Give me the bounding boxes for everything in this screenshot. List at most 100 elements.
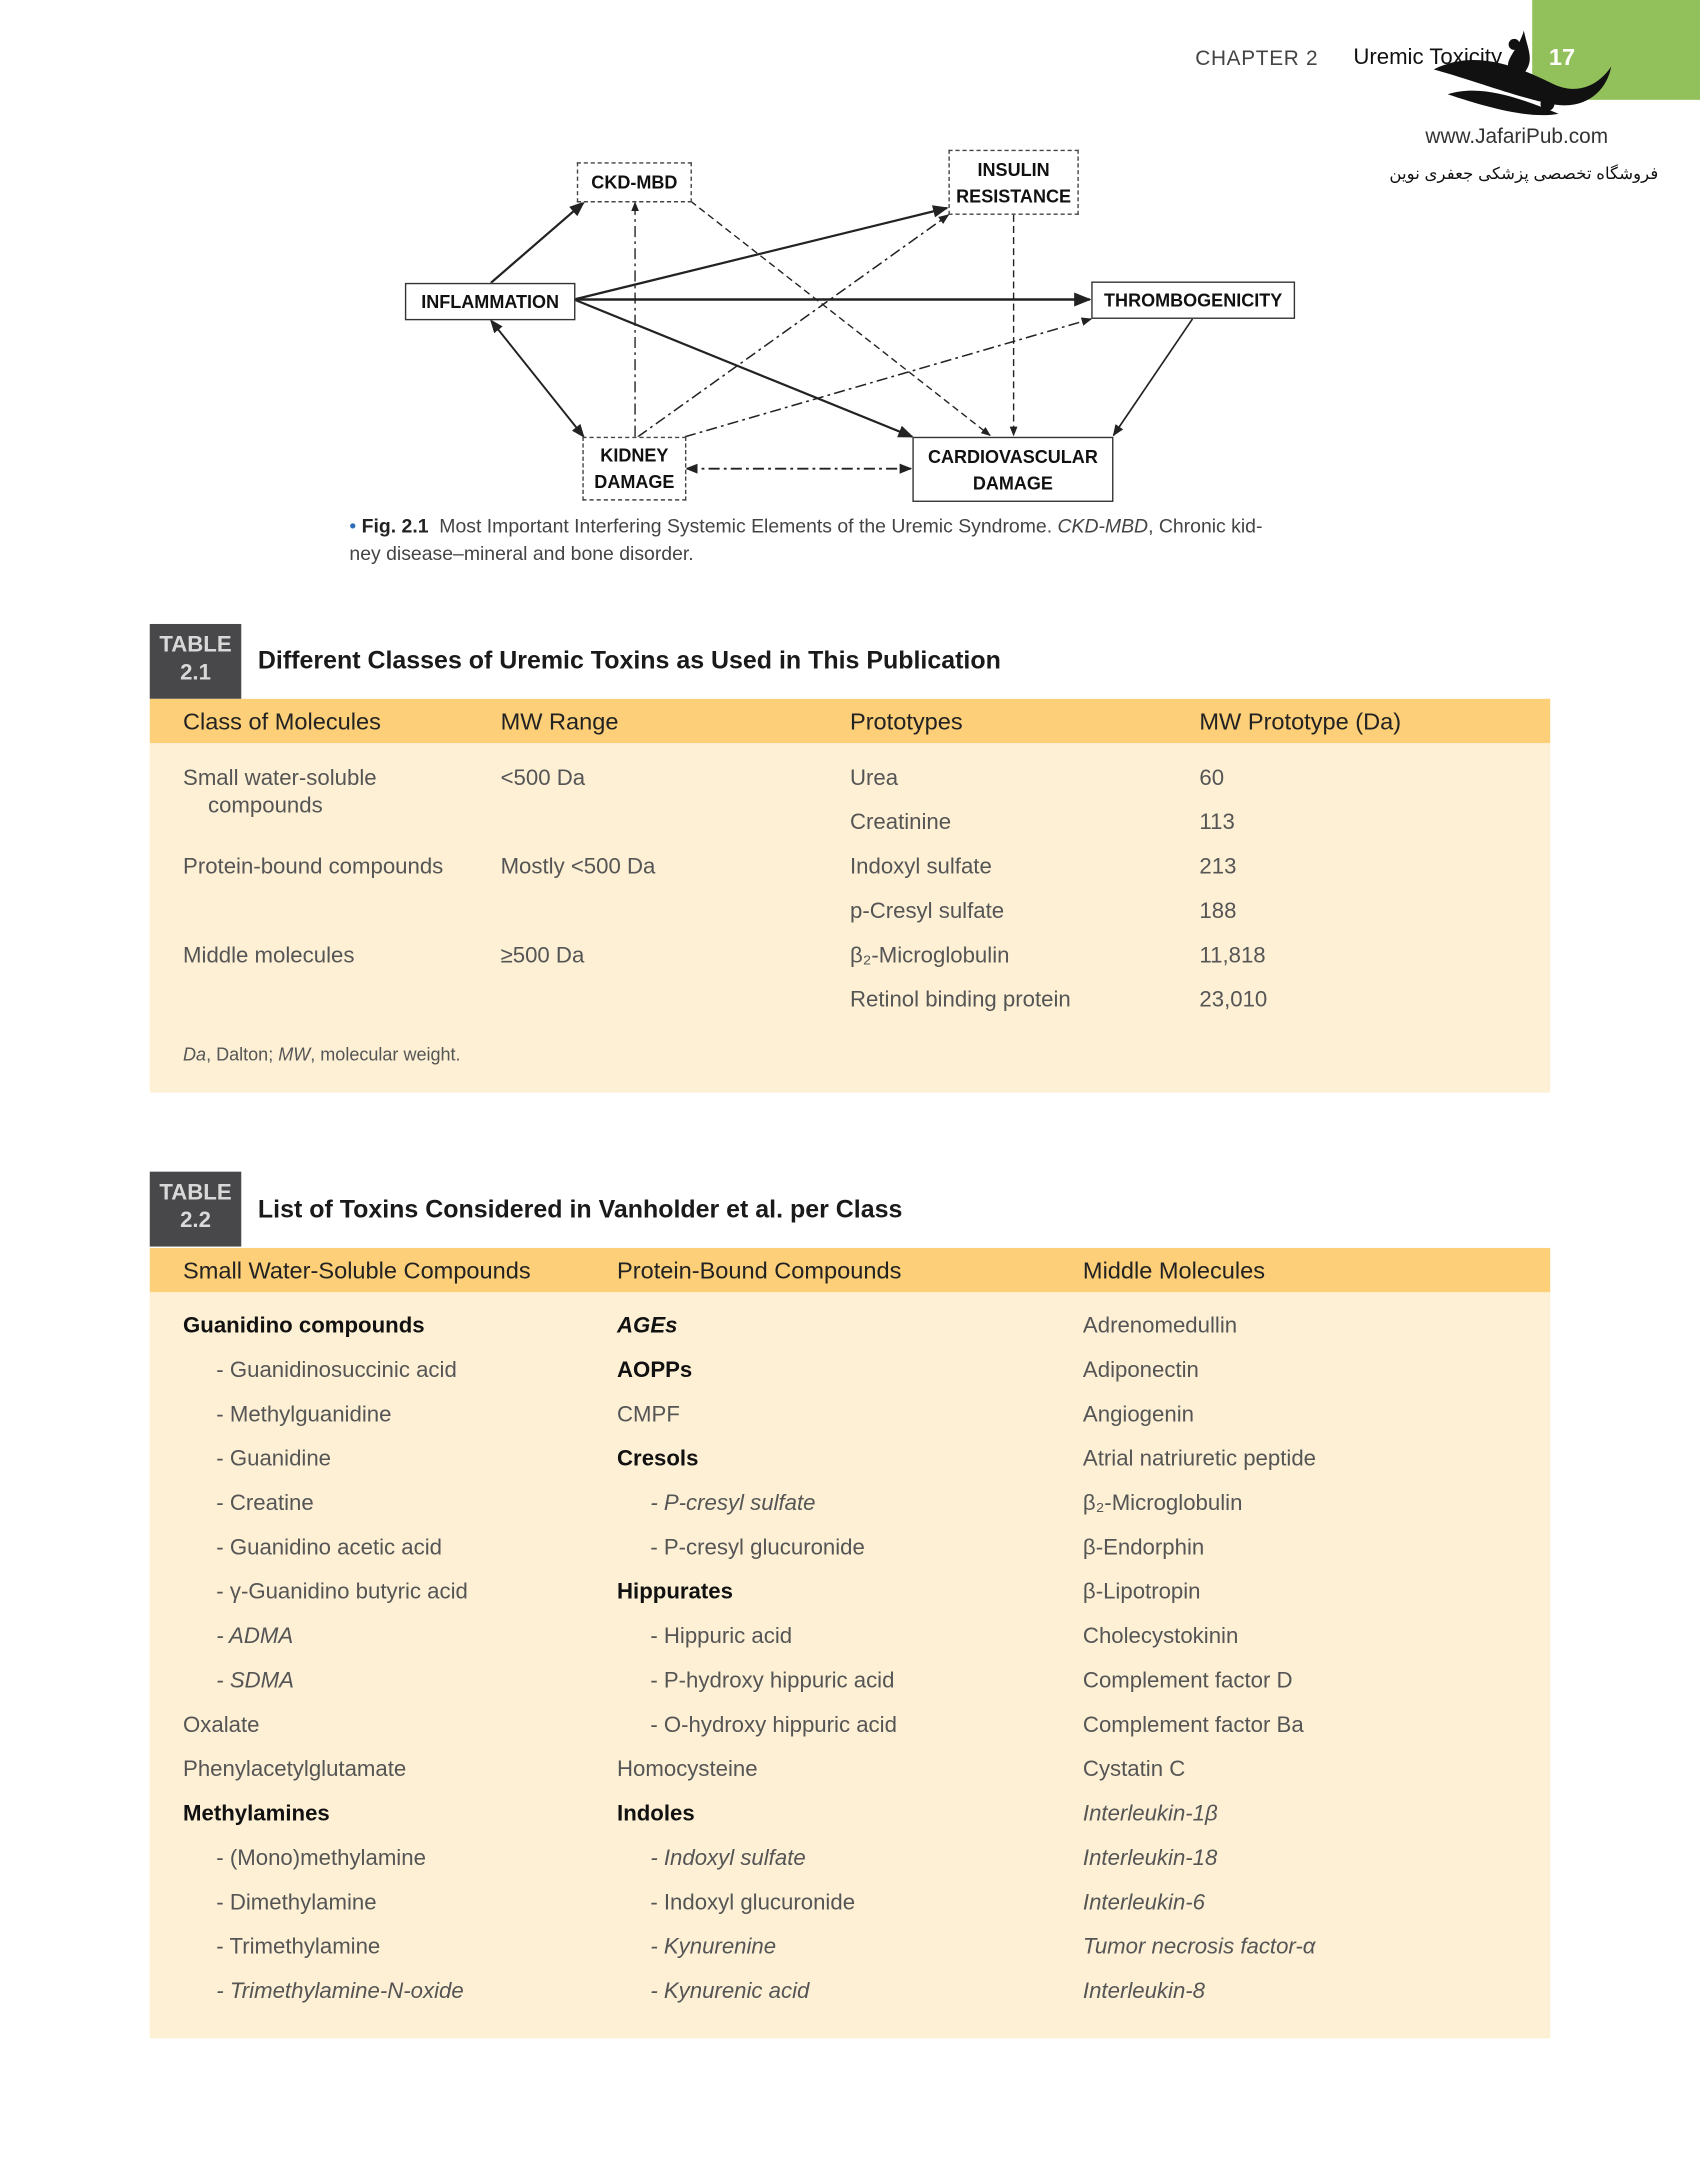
table-cell: Guanidino compounds — [183, 1314, 425, 1339]
node-label-line: CARDIOVASCULAR — [927, 445, 1098, 467]
table-cell: - Indoxyl glucuronide — [650, 1891, 856, 1915]
table-cell: β-Lipotropin — [1082, 1580, 1201, 1605]
table-title: Different Classes of Uremic Toxins as Us… — [257, 646, 1001, 674]
column-header: Protein-Bound Compounds — [617, 1257, 902, 1284]
table-cell: Cholecystokinin — [1082, 1625, 1239, 1649]
table-cell: - Trimethylamine — [216, 1935, 381, 1960]
edge-inflammation-insulin — [573, 205, 949, 301]
table-cell: - Guanidinosuccinic acid — [216, 1358, 457, 1383]
cell-mw-range: ≥500 Da — [500, 944, 585, 968]
node-label-line: INSULIN — [977, 158, 1050, 180]
table-cell: Homocysteine — [617, 1758, 758, 1782]
table-cell: - Guanidino acetic acid — [216, 1536, 443, 1560]
node-label: KIDNEY DAMAGE — [594, 442, 674, 495]
table-cell: - SDMA — [216, 1669, 294, 1694]
table-body: Guanidino compounds - Guanidinosuccinic a… — [149, 1292, 1551, 2039]
cell-prototype: β₂-Microglobulin — [849, 944, 1010, 968]
cell-class: Protein-bound compounds — [183, 855, 444, 880]
column-header: MW Range — [500, 708, 619, 735]
table-cell: Cresols — [617, 1447, 699, 1472]
table-cell: - P-cresyl glucuronide — [650, 1536, 865, 1560]
table-cell: AOPPs — [617, 1358, 693, 1383]
table-label: TABLE 2.2 — [149, 1171, 242, 1247]
cell-prototype: Retinol binding protein — [849, 988, 1071, 1013]
node-label: CARDIOVASCULAR DAMAGE — [928, 443, 1098, 496]
node-insulin-resistance: INSULIN RESISTANCE — [948, 149, 1079, 215]
table-cell: - O-hydroxy hippuric acid — [650, 1713, 897, 1738]
caption-abbr: CKD-MBD — [1057, 514, 1149, 537]
cell-mw-prototype: 213 — [1199, 855, 1237, 880]
table-body: Da, Dalton; MW, molecular weight. Small … — [149, 743, 1551, 1093]
cell-mw-prototype: 11,818 — [1199, 944, 1266, 968]
table-cell: Atrial natriuretic peptide — [1082, 1447, 1317, 1472]
cell-mw-prototype: 23,010 — [1199, 988, 1268, 1013]
node-cardiovascular-damage: CARDIOVASCULAR DAMAGE — [912, 436, 1114, 502]
node-label: INFLAMMATION — [421, 291, 560, 312]
node-thrombogenicity: THROMBOGENICITY — [1091, 281, 1296, 319]
bullet-icon: • — [349, 514, 362, 537]
caption-text: , Chronic kid- — [1148, 514, 1263, 537]
table-cell: Methylamines — [183, 1802, 330, 1827]
table-header: Small Water-Soluble Compounds Protein-Bo… — [149, 1247, 1551, 1293]
column-header: Prototypes — [849, 708, 963, 735]
page-number-tab — [1532, 0, 1700, 100]
table-cell: Hippurates — [617, 1580, 733, 1605]
edge-inflammation-ckdmbd — [490, 201, 585, 284]
table-cell: - (Mono)methylamine — [216, 1846, 426, 1871]
chapter-label: CHAPTER 2 — [1195, 47, 1319, 71]
caption-text: Most Important Interfering Systemic Elem… — [439, 514, 1053, 537]
edge-kidney-insulin — [637, 214, 950, 438]
node-kidney-damage: KIDNEY DAMAGE — [582, 436, 687, 501]
cell-class: Small water-soluble — [183, 766, 377, 791]
table-footnote: Da, Dalton; MW, molecular weight. — [183, 1044, 461, 1065]
table-cell: Phenylacetylglutamate — [183, 1758, 407, 1782]
table-cell: - Creatine — [216, 1491, 314, 1516]
edge-kidney-thrombo — [684, 317, 1093, 438]
table-label-word: TABLE — [159, 633, 232, 658]
table-cell: Tumor necrosis factor-α — [1082, 1935, 1316, 1960]
footnote-abbr: Da — [183, 1044, 207, 1065]
table-cell: - P-cresyl sulfate — [650, 1491, 816, 1516]
node-inflammation: INFLAMMATION — [404, 282, 576, 321]
node-ckd-mbd: CKD-MBD — [576, 162, 692, 203]
table-cell: - Kynurenine — [650, 1935, 777, 1960]
table-label-word: TABLE — [159, 1181, 232, 1205]
table-cell: - Dimethylamine — [216, 1891, 377, 1915]
figure-edges — [490, 200, 1194, 474]
table-cell: Cystatin C — [1082, 1758, 1186, 1782]
table-cell: Adrenomedullin — [1082, 1314, 1238, 1339]
table-cell: Oxalate — [183, 1713, 260, 1738]
figure-label: Fig. 2.1 — [361, 514, 429, 537]
column-header: Class of Molecules — [183, 708, 381, 735]
table-cell: Adiponectin — [1082, 1358, 1199, 1383]
node-label-line: KIDNEY — [600, 445, 669, 466]
cell-class: compounds — [207, 794, 323, 819]
table-header: Class of Molecules MW Range Prototypes M… — [149, 698, 1551, 744]
table-cell: Indoles — [617, 1802, 695, 1827]
table-cell: Interleukin-6 — [1082, 1891, 1206, 1915]
cell-mw-range: Mostly <500 Da — [500, 855, 656, 880]
table-number: 2.2 — [180, 1209, 211, 1233]
cell-mw-prototype: 60 — [1199, 766, 1225, 791]
cell-prototype: Creatinine — [849, 811, 952, 835]
column-header: Middle Molecules — [1082, 1257, 1266, 1284]
watermark-url: www.JafariPub.com — [1425, 124, 1609, 149]
edge-thrombo-cardio — [1112, 318, 1194, 437]
node-label: THROMBOGENICITY — [1104, 289, 1283, 311]
figure-caption: • Fig. 2.1 Most Important Interfering Sy… — [349, 514, 1262, 536]
cell-mw-prototype: 113 — [1199, 811, 1235, 835]
column-header: Small Water-Soluble Compounds — [183, 1257, 531, 1284]
footnote-abbr: MW — [278, 1044, 311, 1065]
table-cell: Complement factor D — [1082, 1669, 1293, 1694]
cell-prototype: p-Cresyl sulfate — [849, 899, 1005, 924]
table-cell: Angiogenin — [1082, 1403, 1194, 1427]
table-title: List of Toxins Considered in Vanholder e… — [257, 1195, 903, 1223]
cell-class: Middle molecules — [183, 944, 355, 968]
node-label-line: RESISTANCE — [956, 185, 1072, 206]
watermark-logo-icon — [1433, 30, 1612, 116]
footnote-text: , molecular weight. — [310, 1044, 461, 1065]
column-header: MW Prototype (Da) — [1199, 708, 1402, 735]
table-cell: Interleukin-1β — [1082, 1802, 1218, 1827]
table-number: 2.1 — [180, 661, 211, 685]
